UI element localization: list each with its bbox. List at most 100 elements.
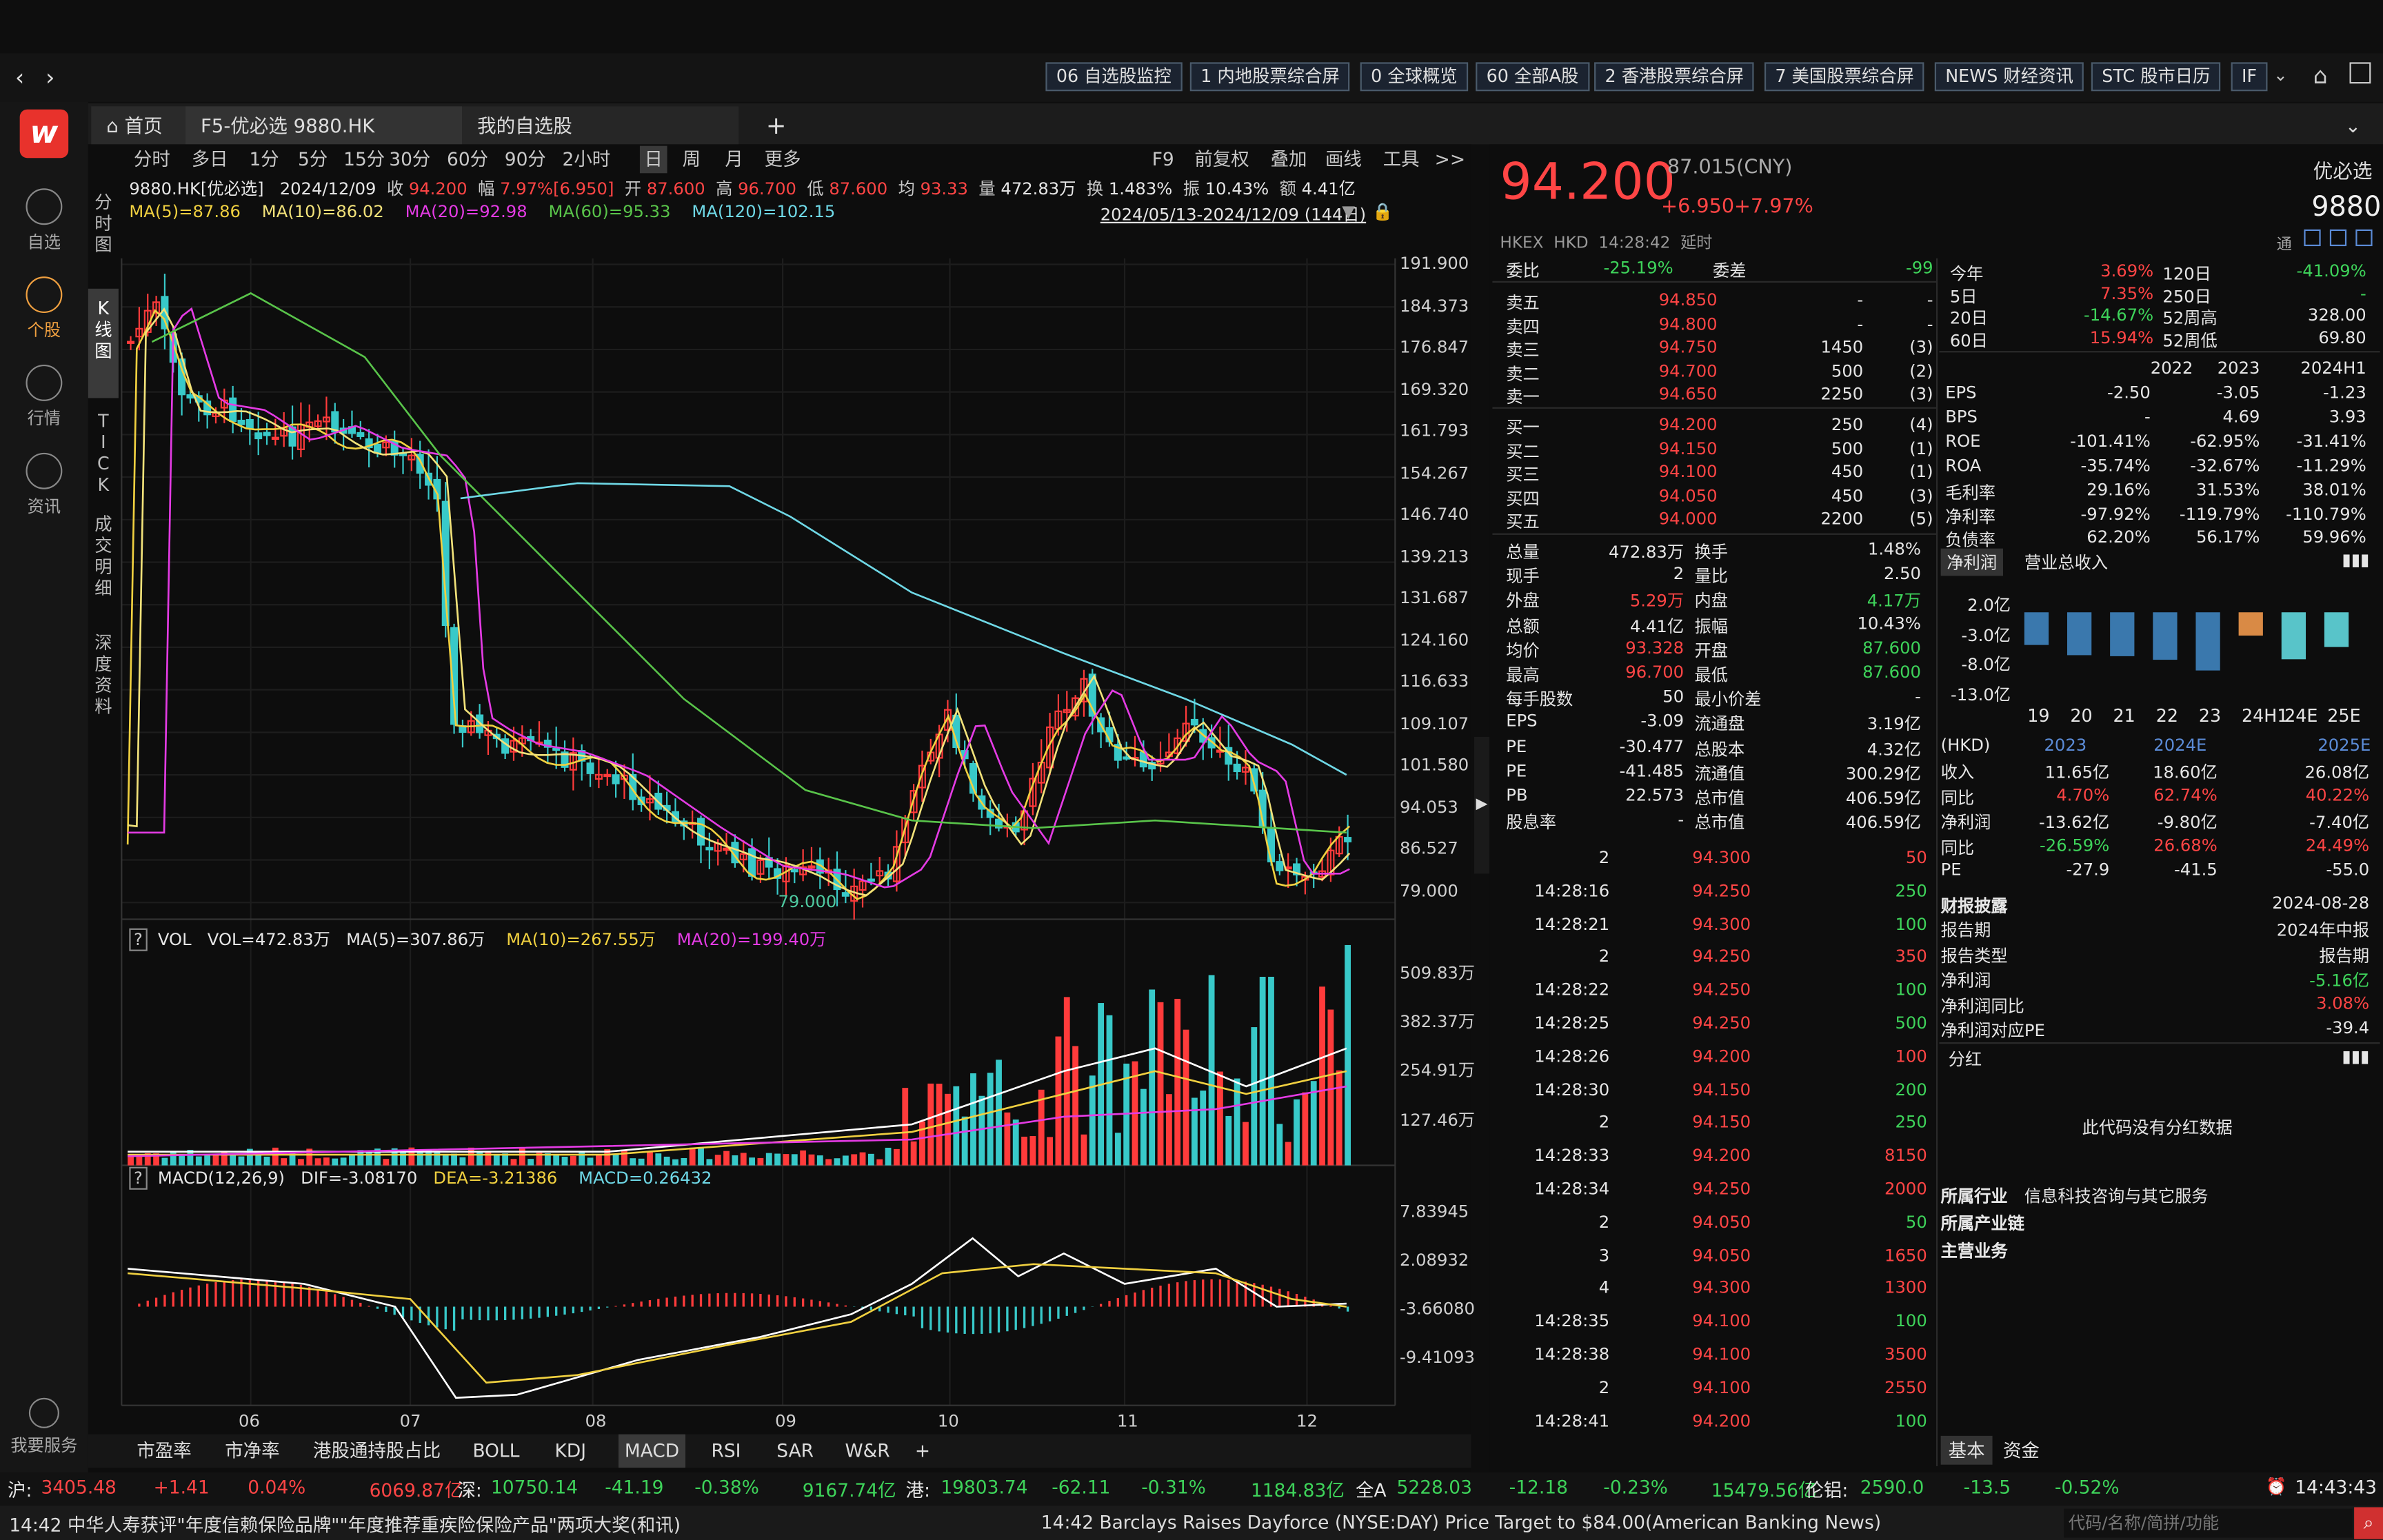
period-9[interactable]: 日 (639, 145, 667, 174)
fin-2023: 4.69 (2222, 407, 2260, 427)
tab-net-profit[interactable]: 净利润 (1940, 548, 2003, 576)
period-3[interactable]: 5分 (297, 148, 328, 170)
search-input[interactable]: 代码/名称/简拼/功能 (2064, 1508, 2353, 1538)
tabs-dropdown-icon[interactable]: ⌄ (2344, 114, 2362, 137)
toolbar-right-5[interactable]: >> (1434, 148, 1465, 170)
search-icon[interactable]: ⌕ (2354, 1507, 2383, 1539)
period-4[interactable]: 15分 (343, 148, 385, 170)
toolbar-right-2[interactable]: 叠加 (1270, 148, 1307, 170)
vtab-0[interactable]: 分时图 (94, 191, 112, 256)
indicator-tab-8[interactable]: W&R (845, 1440, 890, 1462)
fin-label: EPS (1945, 383, 1977, 403)
quick-btn-all-a[interactable]: 60 全部A股 (1476, 62, 1589, 92)
vtab-3[interactable]: 成交明细 (94, 513, 112, 599)
volume-bar (859, 1152, 866, 1166)
index-status-bar (0, 1472, 2383, 1506)
panel-toggle-icon[interactable]: ▶ (1474, 736, 1489, 874)
clock-icon: ⏰ (2266, 1477, 2287, 1497)
stat-label: PE (1506, 736, 1527, 756)
tab-basic[interactable]: 基本 (1940, 1435, 1993, 1465)
news-mid[interactable]: 14:42 Barclays Raises Dayforce (NYSE:DAY… (1040, 1512, 1882, 1533)
toolbar-right-1[interactable]: 前复权 (1194, 148, 1249, 170)
help-icon[interactable]: ? (129, 928, 148, 951)
price-tick: 109.107 (1399, 713, 1469, 733)
tab-stock-active[interactable]: F5-优必选 9880.HK (185, 106, 463, 145)
indicator-tab-7[interactable]: SAR (776, 1440, 814, 1462)
stat-value2: 10.43% (1857, 613, 1921, 634)
bid-volume: 500 (1831, 438, 1864, 458)
help-icon[interactable]: ? (129, 1166, 148, 1190)
toolbar-right-0[interactable]: F9 (1152, 148, 1174, 170)
period-10[interactable]: 周 (682, 148, 701, 170)
period-12[interactable]: 更多 (764, 148, 801, 170)
indicator-tab-1[interactable]: 市净率 (225, 1440, 280, 1462)
home-icon[interactable]: ⌂ (2313, 62, 2328, 90)
tab-revenue[interactable]: 营业总收入 (2024, 553, 2109, 573)
tab-watchlist[interactable]: 我的自选股 (462, 106, 739, 145)
period-0[interactable]: 分时 (133, 148, 170, 170)
rail-item-service[interactable]: 我要服务 (0, 1397, 88, 1457)
edit-icon[interactable] (2304, 229, 2321, 247)
chevron-down-icon[interactable]: ⌄ (2273, 65, 2288, 85)
toolbar-right-4[interactable]: 工具 (1382, 148, 1420, 170)
indicator-tab-2[interactable]: 港股通持股占比 (313, 1440, 441, 1462)
chart-area (88, 144, 1471, 1474)
window-icon[interactable] (2349, 62, 2371, 84)
period-7[interactable]: 90分 (504, 148, 546, 170)
bar-axis-tick: -13.0亿 (1951, 684, 2011, 705)
stat-value2: 4.17万 (1867, 591, 1921, 611)
est-head: 2023 (2044, 735, 2087, 756)
quick-btn-us[interactable]: 7 美国股票综合屏 (1764, 62, 1925, 92)
period-8[interactable]: 2小时 (562, 148, 611, 170)
indicator-tab-4[interactable]: KDJ (554, 1440, 587, 1462)
stat-value: 50 (1662, 687, 1685, 707)
rail-item-news[interactable]: 资讯 (0, 452, 88, 518)
rail-item-stock[interactable]: 个股 (0, 276, 88, 342)
period-1[interactable]: 多日 (191, 148, 228, 170)
rail-item-watchlist[interactable]: 自选 (0, 188, 88, 254)
tick-volume: 100 (1895, 980, 1927, 1000)
add-tab-button[interactable]: + (765, 110, 787, 140)
quick-btn-calendar[interactable]: STC 股市日历 (2091, 62, 2221, 92)
app-logo[interactable]: w (19, 109, 69, 159)
period-11[interactable]: 月 (725, 148, 743, 170)
quick-btn-news[interactable]: NEWS 财经资讯 (1934, 62, 2084, 92)
separator (1492, 407, 1936, 409)
quick-btn-watch-monitor[interactable]: 06 自选股监控 (1045, 62, 1183, 92)
fin-2022: 29.16% (2087, 479, 2151, 500)
quick-btn-global[interactable]: 0 全球概览 (1360, 62, 1469, 92)
volume-bar (816, 1155, 823, 1166)
rail-item-market[interactable]: 行情 (0, 364, 88, 430)
quick-btn-more[interactable]: IF (2231, 62, 2268, 92)
tab-home[interactable]: ⌂ 首页 (91, 106, 185, 145)
status-sh_p: 0.04% (248, 1477, 306, 1499)
period-6[interactable]: 60分 (447, 148, 489, 170)
forward-arrow-icon[interactable]: › (46, 63, 55, 92)
lock-icon[interactable]: 🔒 (1372, 202, 1394, 222)
alert-icon[interactable] (2329, 229, 2347, 247)
indicator-tab-9[interactable]: + (914, 1440, 931, 1462)
toolbar-right-3[interactable]: 画线 (1325, 148, 1362, 170)
quick-btn-mainland[interactable]: 1 内地股票综合屏 (1189, 62, 1351, 92)
add-watch-icon[interactable] (2355, 229, 2373, 247)
quick-btn-hk[interactable]: 2 香港股票综合屏 (1594, 62, 1755, 92)
period-2[interactable]: 1分 (249, 148, 279, 170)
fin-2022: 62.20% (2087, 527, 2151, 548)
tick-price: 94.200 (1692, 1146, 1751, 1166)
range-dropdown-icon[interactable]: ▼ (1342, 202, 1355, 222)
status-hk: 港: (905, 1479, 931, 1501)
date-range-selector[interactable]: 2024/05/13-2024/12/09 (144日) (1100, 205, 1367, 225)
tab-funds[interactable]: 资金 (2002, 1440, 2040, 1462)
indicator-tab-3[interactable]: BOLL (472, 1440, 520, 1462)
indicator-tab-6[interactable]: RSI (711, 1440, 741, 1462)
back-arrow-icon[interactable]: ‹ (15, 63, 25, 92)
indicator-tab-0[interactable]: 市盈率 (137, 1440, 192, 1462)
news-left[interactable]: 14:42 中华人寿获评"年度信赖保险品牌""年度推荐重疾险保险产品"两项大奖(… (9, 1514, 681, 1537)
bid-price: 94.000 (1658, 509, 1718, 529)
period-5[interactable]: 30分 (389, 148, 431, 170)
indicator-tab-5[interactable]: MACD (619, 1434, 686, 1468)
vtab-4[interactable]: 深度资料 (94, 631, 112, 718)
